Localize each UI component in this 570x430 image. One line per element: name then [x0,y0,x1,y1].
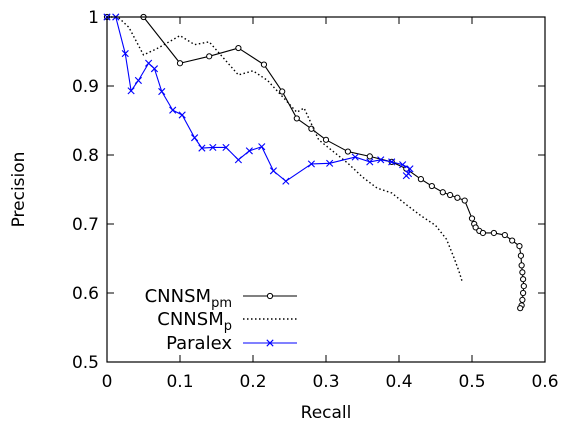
data-point [516,242,523,250]
data-point [222,143,230,151]
data-point [344,148,351,155]
series-line [107,16,411,182]
y-tick-label: 0.9 [72,77,99,97]
x-tick-label: 0.2 [239,372,266,392]
data-point [447,191,454,199]
data-point [517,252,525,259]
data-point [269,167,278,175]
x-axis-title: Recall [301,403,352,423]
x-tick-label: 0.6 [531,372,558,392]
y-tick-label: 0.6 [72,284,99,304]
data-point [519,296,526,303]
data-point [388,158,396,166]
series-line [107,16,464,283]
data-point [468,215,476,222]
data-point [520,276,527,283]
x-tick-label: 0.5 [458,372,485,392]
x-tick-label: 0.4 [385,372,412,392]
legend-item-1: CNNSMpm [145,286,297,311]
data-point [191,134,199,142]
data-point [206,53,213,60]
ticks-layer: 0 0.1 0.2 0.3 0.4 0.5 0.6 0.5 0.6 0.7 0.8 0.9 1 [72,8,559,392]
data-point [472,224,479,231]
data-point [520,283,527,290]
series-1 [103,13,527,312]
data-point [169,106,177,114]
data-point [260,61,268,68]
data-point [490,229,497,237]
data-point [245,147,253,155]
data-point [406,165,414,173]
data-point [377,156,385,164]
series-layer [103,13,527,312]
data-point [235,44,242,52]
x-tick-label: 0.3 [312,372,339,392]
data-point [293,115,300,122]
data-point [366,158,374,166]
legend-marker [266,292,274,300]
legend-item-3: Paralex [166,333,297,354]
data-point [519,269,526,276]
plot-frame [106,16,546,363]
data-point [282,177,290,185]
y-tick-label: 0.7 [72,215,99,235]
data-point [121,49,129,58]
data-point [234,156,242,164]
data-point [326,159,334,167]
data-point [399,161,407,169]
data-point [501,231,508,239]
data-point [209,143,217,151]
data-point [198,144,206,152]
data-point [454,194,461,201]
legend-marker [266,339,274,347]
data-point [417,176,424,183]
series-line [107,16,525,309]
data-point [428,182,435,190]
legend-label: CNNSMpm [145,286,232,311]
data-point [461,197,468,204]
y-tick-label: 0.8 [72,146,99,166]
data-point [178,111,186,119]
y-tick-label: 1 [88,8,99,28]
legend-item-2: CNNSMp [157,309,297,334]
data-point [279,88,286,95]
data-point [479,229,487,237]
series-2 [107,16,464,283]
data-point [258,143,266,151]
data-point [145,59,153,67]
y-tick-label: 0.5 [72,353,99,373]
data-point [134,76,142,85]
data-point [366,153,373,160]
data-point [439,189,446,196]
data-point [322,136,330,143]
data-point [127,87,135,95]
data-point [158,87,166,96]
data-point [518,262,525,269]
data-point [509,237,516,244]
legend-label: Paralex [166,333,232,354]
data-point [176,60,184,67]
legend-label: CNNSMp [157,309,232,334]
x-tick-label: 0 [102,372,113,392]
data-point [150,65,159,73]
data-point [402,172,410,180]
data-point [351,153,359,161]
data-point [520,289,527,297]
y-axis-title: Precision [9,152,29,228]
series-3 [103,13,414,185]
data-point [517,305,524,312]
data-point [307,160,315,168]
data-point [308,125,315,132]
x-tick-label: 0.1 [166,372,193,392]
